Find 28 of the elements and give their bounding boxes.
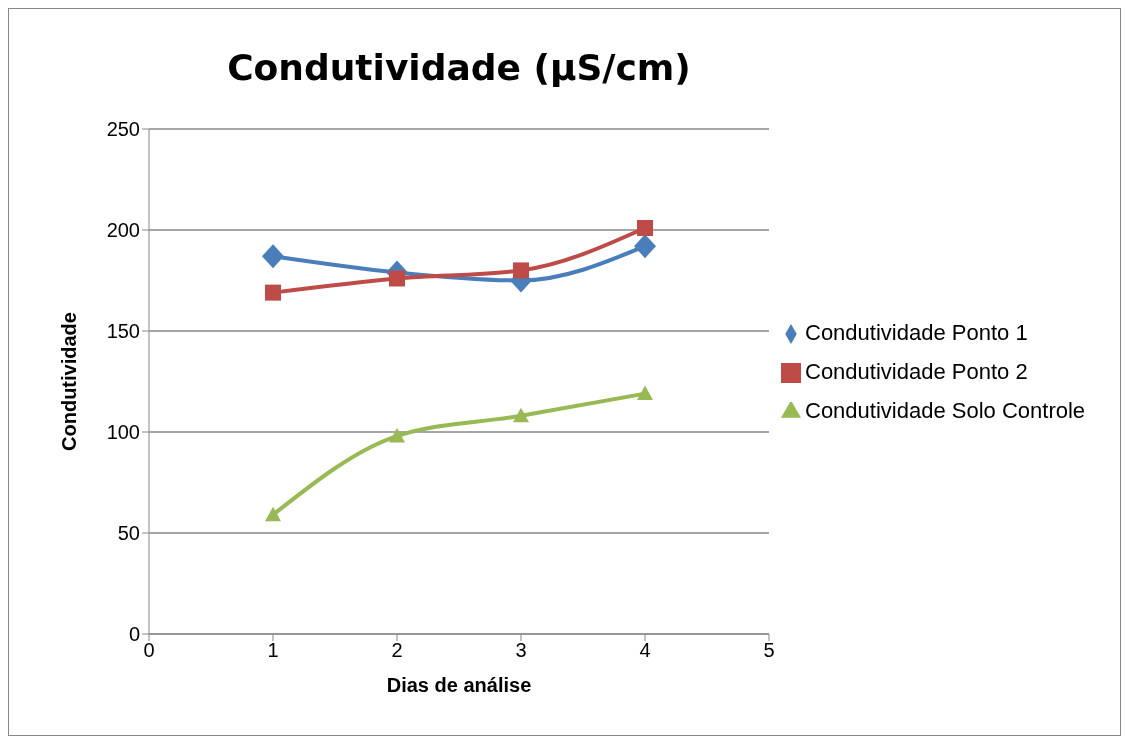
point [265,284,281,301]
x-tick-label: 1 [267,639,279,662]
point [513,262,529,279]
y-tick-label: 100 [106,421,140,444]
y-tick-label: 200 [106,219,140,242]
x-tick-label: 4 [639,639,651,662]
point [637,385,653,401]
y-tick-label: 250 [106,118,140,141]
legend-label: Condutividade Ponto 2 [805,359,1028,384]
point [637,219,653,236]
legend-label: Condutividade Solo Controle [805,398,1086,423]
y-tick-label: 50 [117,522,140,545]
x-tick-label: 0 [143,639,155,662]
point [389,428,405,443]
y-axis-title: Condutividade [58,312,81,451]
x-axis-title: Dias de análise [386,674,532,696]
x-tick-label: 2 [391,639,403,662]
chart-title: Condutividade (µS/cm) [226,47,692,88]
point [265,506,281,522]
legend-label: Condutividade Ponto 1 [805,320,1028,345]
x-tick-label: 3 [515,639,527,662]
x-tick-label: 5 [763,639,775,662]
y-tick-label: 0 [128,623,140,646]
point [513,407,529,423]
point [262,244,284,269]
y-tick-label: 150 [106,320,140,343]
point [634,234,656,259]
point [389,270,405,287]
